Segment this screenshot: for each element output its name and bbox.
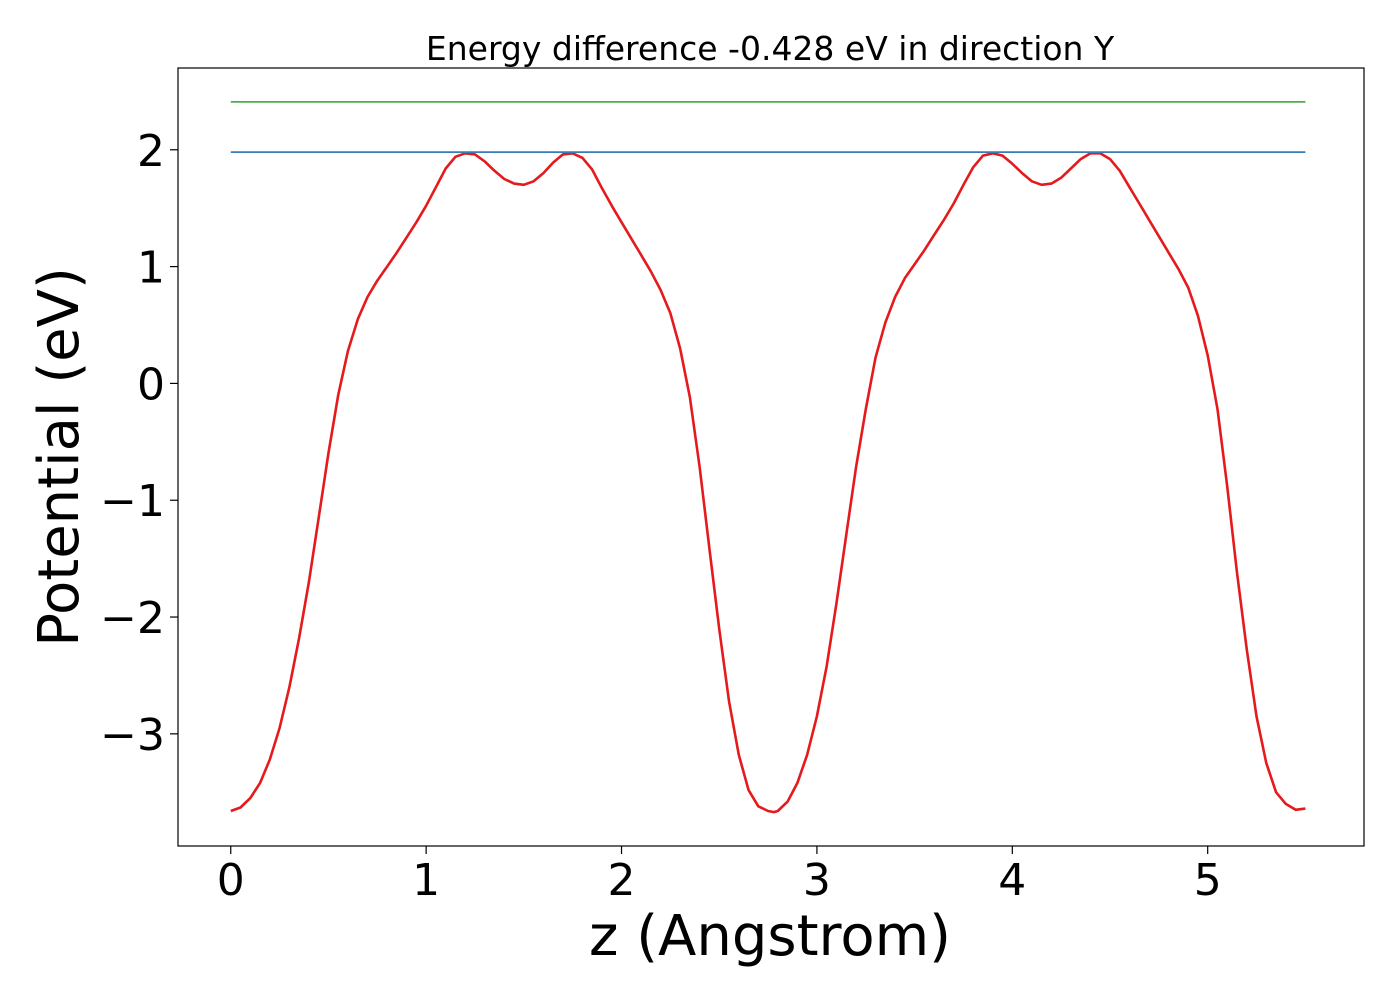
y-tick-label: −3 [100, 710, 165, 761]
plot-frame [177, 67, 1365, 847]
y-tick-label: 2 [137, 126, 165, 177]
x-tick-label: 4 [998, 855, 1026, 906]
y-axis-ticks: −3 −2 −1 0 1 2 [100, 126, 178, 761]
x-axis-ticks: 0 1 2 3 4 5 [217, 846, 1222, 906]
x-tick-label: 1 [412, 855, 440, 906]
x-tick-label: 5 [1194, 855, 1222, 906]
y-tick-label: −1 [100, 476, 165, 527]
x-axis-label: z (Angstrom) [589, 904, 951, 969]
x-tick-label: 2 [608, 855, 636, 906]
x-tick-label: 3 [803, 855, 831, 906]
chart-title: Energy difference -0.428 eV in direction… [426, 29, 1115, 68]
y-axis-label: Potential (eV) [27, 267, 92, 647]
x-tick-label: 0 [217, 855, 245, 906]
y-tick-label: −2 [100, 593, 165, 644]
potential-curve [230, 152, 1306, 814]
series-layer [230, 101, 1306, 814]
y-tick-label: 1 [137, 243, 165, 294]
y-tick-label: 0 [137, 359, 165, 410]
